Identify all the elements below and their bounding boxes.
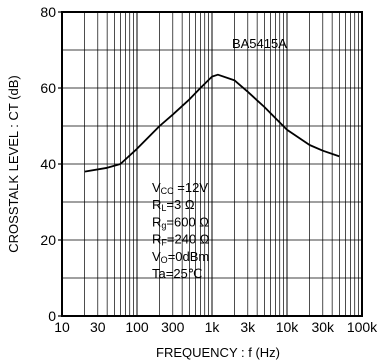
y-axis-title: CROSSTALK LEVEL : CT (dB) [6, 75, 21, 252]
x-tick-label: 10k [276, 319, 300, 335]
condition-line: RL=3 Ω [152, 197, 195, 213]
axis-ticks: 10 30 100 300 1k 3k 10k 30k 100k 0 20 40 60 80 [40, 4, 378, 335]
condition-line: RF=240 Ω [152, 232, 210, 248]
y-tick-label: 20 [40, 232, 56, 248]
y-tick-label: 60 [40, 80, 56, 96]
x-tick-label: 100k [347, 319, 378, 335]
y-tick-label: 40 [40, 156, 56, 172]
x-tick-label: 300 [161, 319, 185, 335]
x-axis-title: FREQUENCY : f (Hz) [156, 345, 280, 360]
x-tick-label: 3k [240, 319, 256, 335]
y-tick-label: 80 [40, 4, 56, 20]
x-tick-label: 10 [54, 319, 70, 335]
x-tick-label: 30 [90, 319, 106, 335]
condition-line: VO=0dBm [152, 249, 209, 265]
series-label: BA5415A [232, 36, 287, 51]
x-tick-label: 1k [205, 319, 221, 335]
x-tick-label: 30k [311, 319, 335, 335]
grid [62, 12, 362, 316]
series-layer [84, 73, 340, 173]
condition-line: VCC =12V [152, 180, 208, 196]
condition-line: Ta=25℃ [152, 266, 202, 281]
y-tick-label: 0 [48, 308, 56, 324]
series-line [84, 73, 340, 173]
condition-line: Rg=600 Ω [152, 214, 209, 230]
x-tick-label: 100 [125, 319, 149, 335]
